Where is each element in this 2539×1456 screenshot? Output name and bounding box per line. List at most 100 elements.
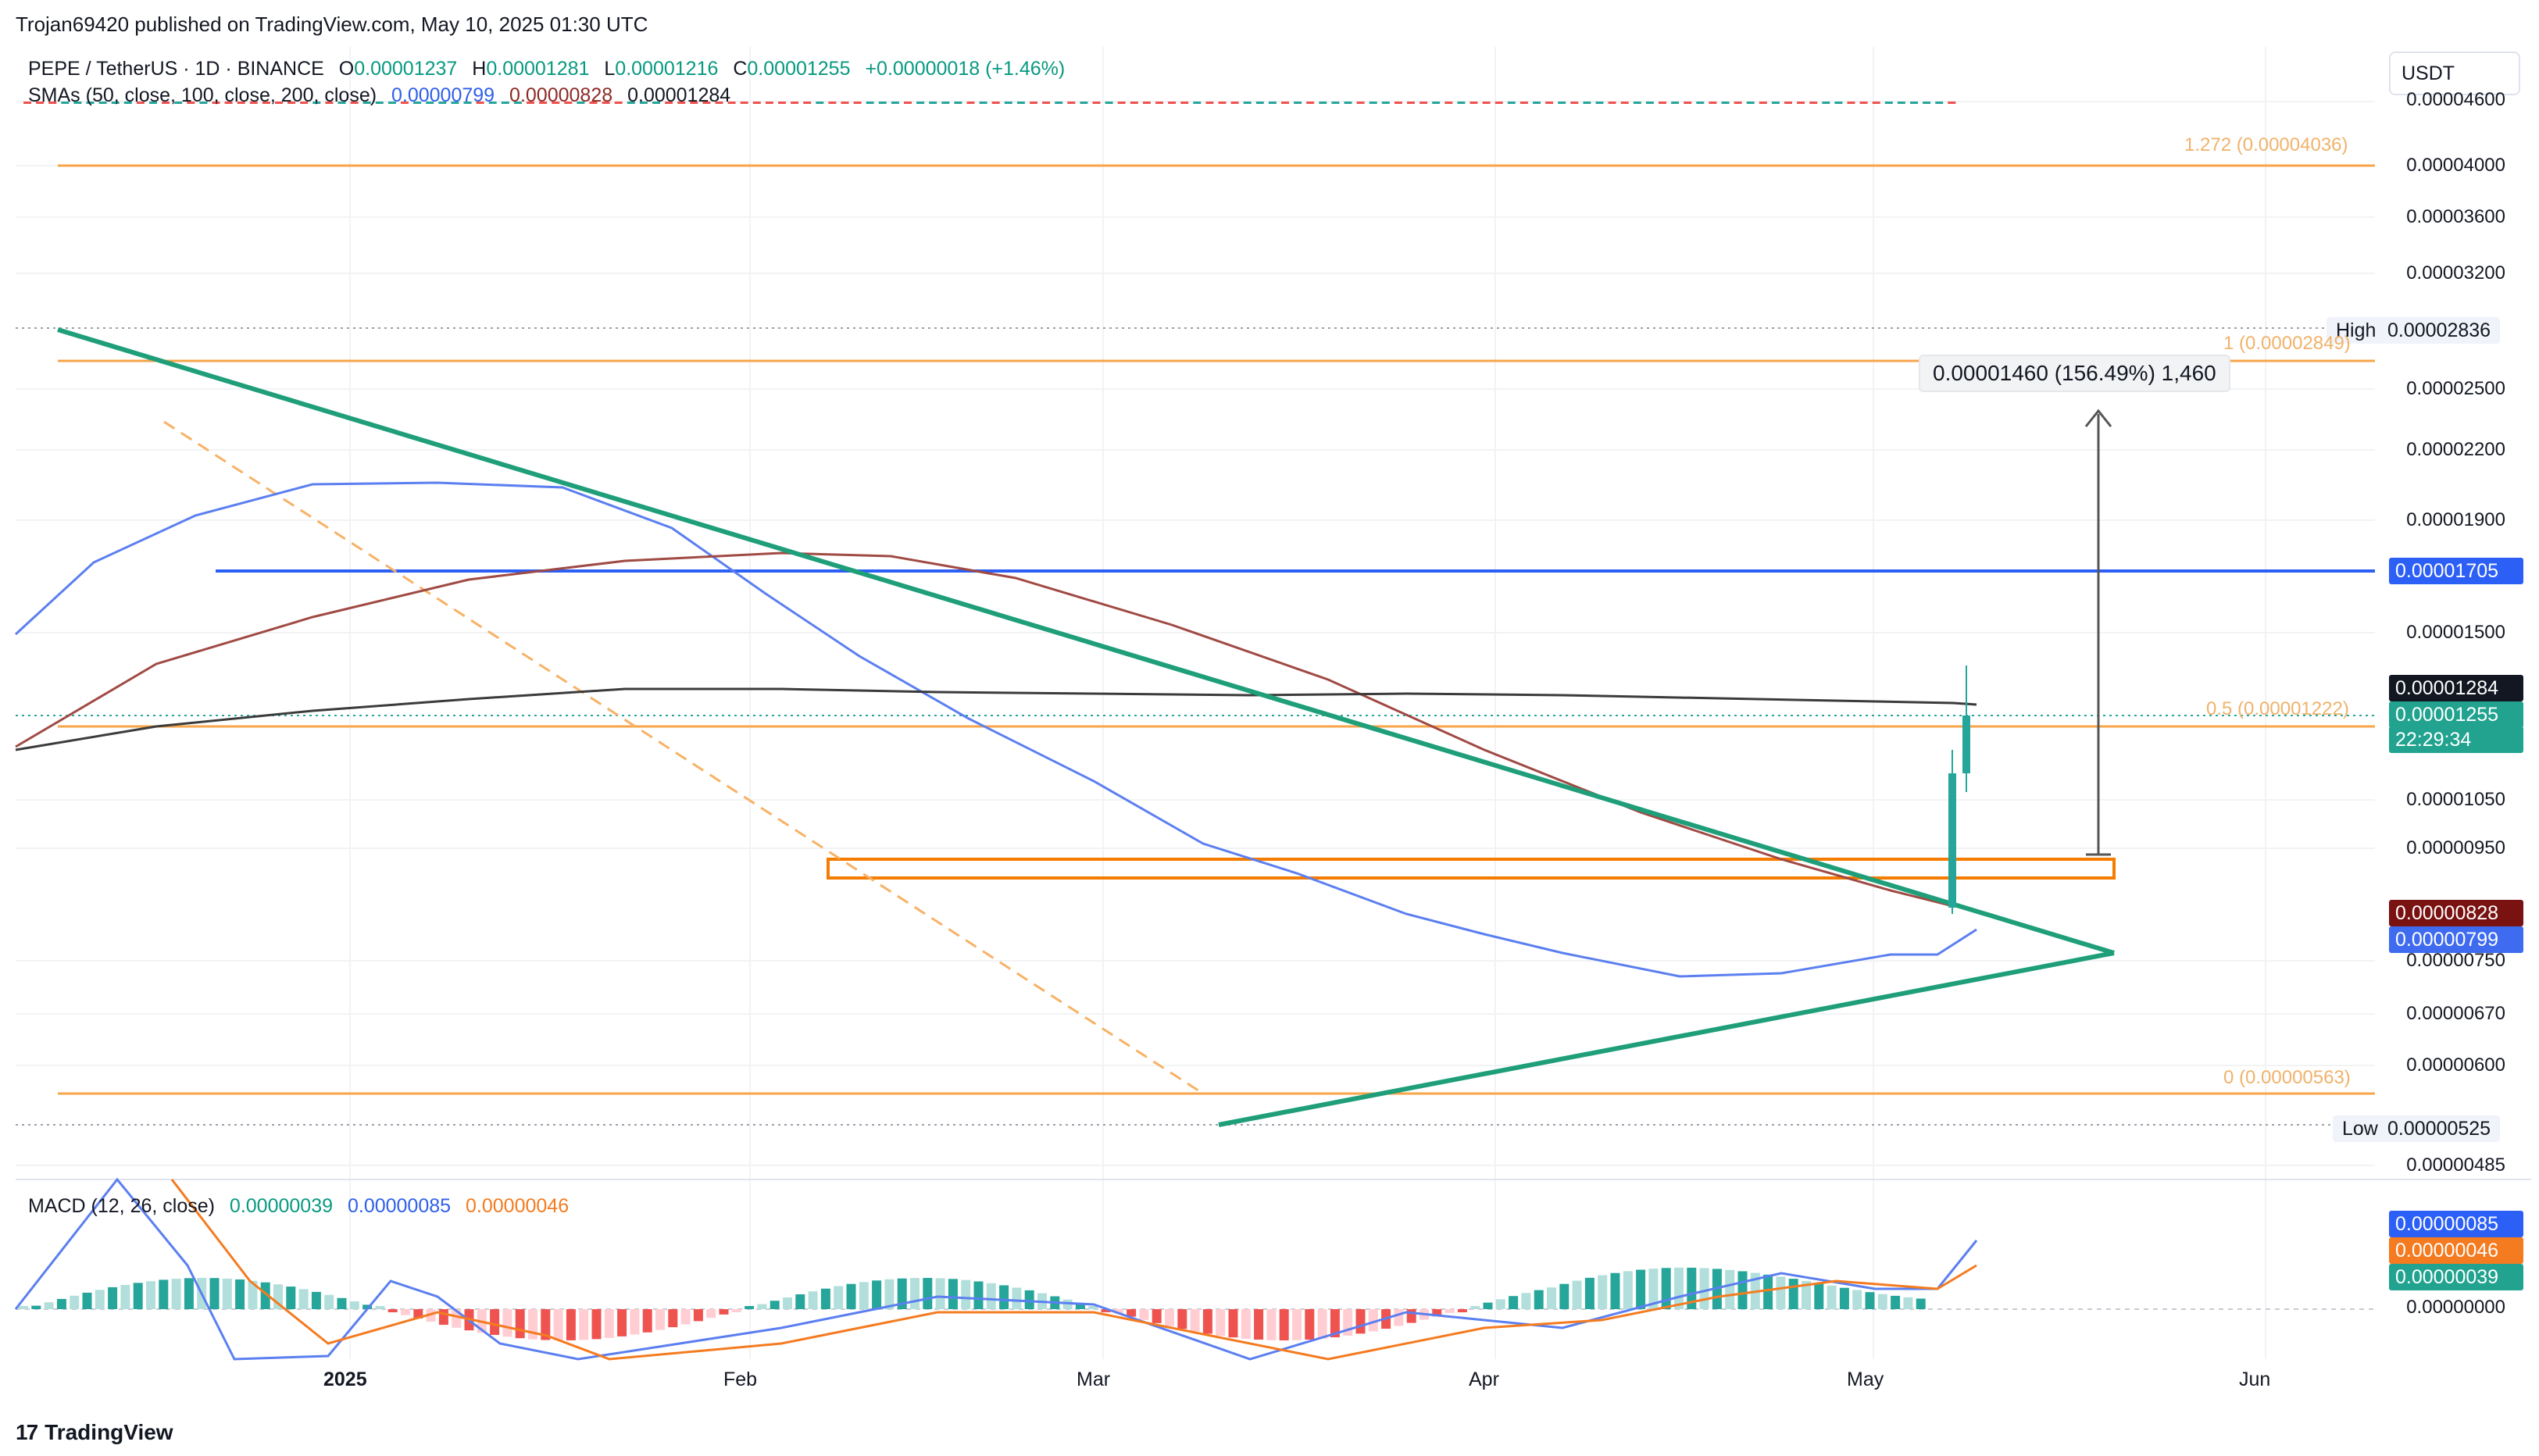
candle-body — [312, 102, 321, 104]
macd-histogram-bar — [1623, 1271, 1633, 1309]
candle-body — [1659, 102, 1666, 104]
sma200-line — [15, 687, 1977, 751]
candle-body — [954, 102, 962, 104]
macd-histogram-bar — [133, 1283, 143, 1309]
candle-body — [350, 102, 359, 104]
sma200-price-tag: 0.00001284 — [2389, 675, 2523, 701]
macd-histogram-bar — [56, 1298, 66, 1309]
candle-body — [979, 102, 987, 104]
candle-body — [1419, 102, 1428, 104]
macd-histogram-bar — [311, 1291, 321, 1309]
macd-histogram-bar — [1139, 1309, 1149, 1320]
candle-body — [451, 102, 459, 104]
candle-body — [1519, 102, 1528, 104]
candle-body — [677, 102, 686, 104]
macd-histogram-bar — [1113, 1309, 1123, 1314]
candle-body — [1281, 102, 1289, 104]
macd-histogram-bar — [222, 1278, 232, 1309]
candle-body — [1759, 102, 1767, 104]
candle-body — [123, 102, 132, 104]
macd-histogram-bar — [1916, 1298, 1926, 1309]
candle-body — [1306, 102, 1315, 104]
sma50-price-tag: 0.00000799 — [2389, 926, 2523, 953]
candle-body — [337, 102, 346, 104]
measure-arrow-head — [2084, 409, 2112, 427]
candle-body — [1055, 102, 1063, 104]
macd-hist-tag: 0.00000039 — [2389, 1264, 2523, 1290]
candle-body — [1230, 102, 1239, 104]
macd-histogram-bar — [541, 1309, 551, 1340]
candle-body — [1595, 102, 1604, 104]
candle-body — [1583, 102, 1591, 104]
candle-body — [627, 102, 635, 104]
candle-body — [401, 102, 409, 104]
macd-histogram-bar — [846, 1283, 856, 1309]
candle-body — [1205, 102, 1214, 104]
sma100-value: 0.00000828 — [509, 84, 613, 106]
currency-selector[interactable]: USDT — [2389, 52, 2520, 95]
candle-body — [1482, 102, 1491, 104]
tradingview-brand: 17 TradingView — [16, 1420, 173, 1445]
macd-histogram-bar — [731, 1309, 741, 1312]
candle-body — [262, 102, 270, 104]
candle-body — [476, 102, 484, 104]
macd-line-value: 0.00000085 — [347, 1195, 452, 1217]
macd-histogram-bar — [1266, 1309, 1277, 1340]
sma-legend[interactable]: SMAs (50, close, 100, close, 200, close)… — [28, 84, 730, 107]
macd-histogram-bar — [1610, 1272, 1620, 1309]
macd-histogram-bar — [935, 1278, 945, 1309]
sma50-value: 0.00000799 — [391, 84, 495, 106]
candle-body — [375, 102, 384, 104]
candle-body — [1872, 102, 1880, 104]
macd-histogram-bar — [1598, 1275, 1608, 1309]
candle-body — [1180, 102, 1189, 104]
macd-histogram-bar — [515, 1309, 525, 1339]
macd-histogram-bar — [1865, 1292, 1875, 1309]
close-label: C — [733, 58, 748, 80]
price-tick: 0.00002200 — [2406, 439, 2505, 460]
macd-histogram-bar — [1839, 1287, 1849, 1309]
candle-body — [1558, 102, 1566, 104]
candle-body — [816, 102, 824, 104]
low-label: L — [604, 58, 616, 80]
candle-body — [1784, 102, 1792, 104]
macd-histogram-bar — [1177, 1309, 1187, 1329]
macd-legend[interactable]: MACD (12, 26, close) 0.00000039 0.000000… — [28, 1195, 569, 1218]
macd-histogram-bar — [413, 1309, 423, 1319]
macd-histogram-bar — [859, 1282, 869, 1309]
macd-histogram-bar — [1444, 1309, 1455, 1313]
candle-body — [1545, 102, 1554, 104]
sma200-value: 0.00001284 — [627, 84, 731, 106]
candle-body — [1369, 102, 1377, 104]
candle-body — [1381, 102, 1390, 104]
candle-body — [1645, 102, 1654, 104]
symbol-legend[interactable]: PEPE / TetherUS · 1D · BINANCE O0.000012… — [28, 58, 1065, 80]
low-value: 0.00001216 — [615, 58, 719, 80]
candle-body — [1935, 102, 1944, 104]
high-label: H — [472, 58, 487, 80]
candle-body — [866, 102, 874, 104]
macd-histogram-bar — [1165, 1309, 1174, 1326]
macd-histogram-bar — [834, 1286, 844, 1309]
change-value: +0.00000018 (+1.46%) — [865, 58, 1066, 80]
candle-body — [878, 102, 887, 104]
high-value: 0.00001281 — [486, 58, 590, 80]
price-tick: 0.00000950 — [2406, 837, 2505, 858]
fib-0-label: 0 (0.00000563) — [2223, 1067, 2351, 1088]
macd-histogram-bar — [604, 1309, 614, 1338]
tradingview-logo-icon: 17 — [16, 1420, 38, 1444]
candle-body — [1834, 102, 1843, 104]
candle-body — [702, 102, 711, 104]
high-tag-value: 0.00002836 — [2378, 317, 2501, 344]
candle-body — [916, 102, 925, 104]
macd-histogram-bar — [770, 1301, 780, 1309]
descending-trend-line — [57, 327, 2115, 955]
macd-histogram-bar — [248, 1280, 258, 1309]
macd-histogram-bar — [362, 1304, 373, 1309]
macd-histogram-bar — [1024, 1290, 1034, 1309]
macd-histogram-bar — [591, 1309, 602, 1340]
macd-histogram-bar — [706, 1309, 716, 1319]
macd-histogram-bar — [910, 1278, 920, 1309]
macd-histogram-bar — [1891, 1295, 1901, 1309]
